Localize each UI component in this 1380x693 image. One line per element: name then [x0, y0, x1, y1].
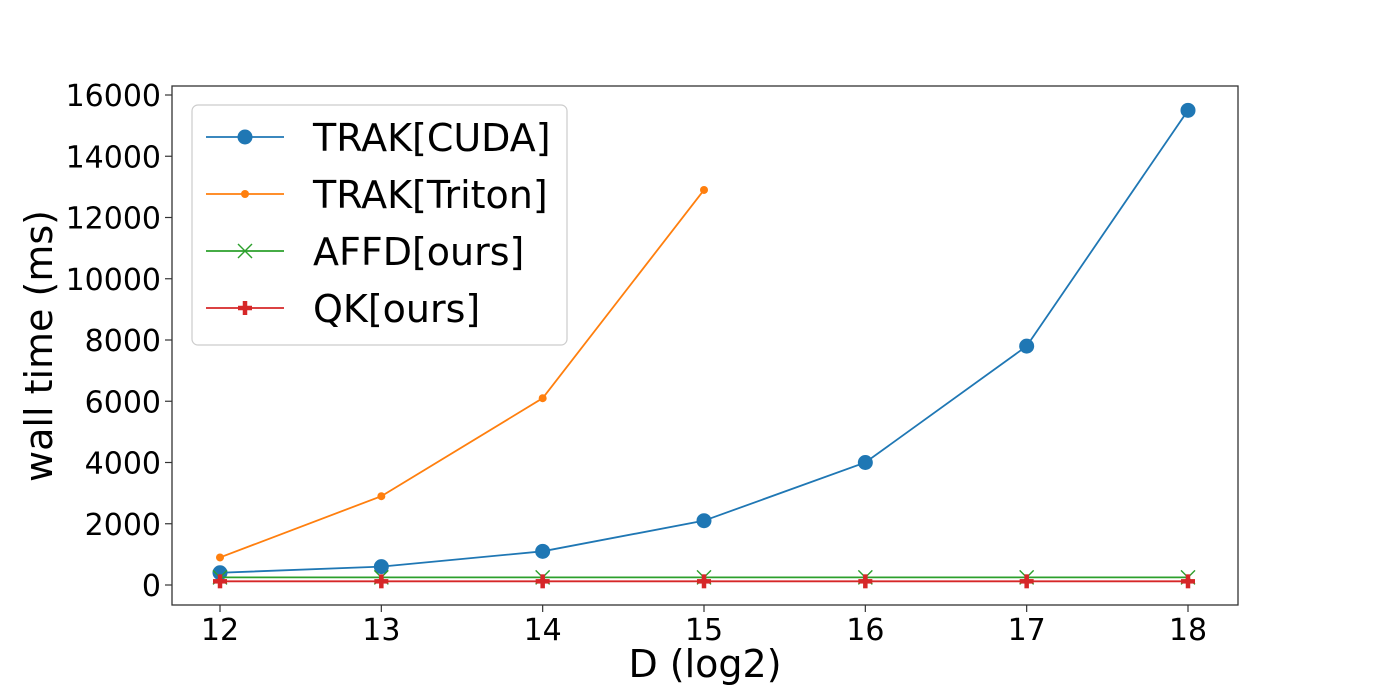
- legend: TRAK[CUDA] TRAK[Triton] AFFD[ours] QK[ours]: [191, 104, 568, 346]
- data-point-marker: [696, 513, 712, 529]
- x-tick-label: 16: [846, 613, 884, 648]
- x-tick-label: 15: [685, 613, 723, 648]
- legend-marker-icon: [241, 190, 249, 198]
- x-tick-label: 18: [1169, 613, 1207, 648]
- x-tick-label: 17: [1008, 613, 1046, 648]
- y-tick-label: 6000: [85, 385, 161, 420]
- data-point-marker: [216, 553, 224, 562]
- series-qk-ours: [213, 574, 1195, 589]
- y-tick-label: 2000: [85, 508, 161, 543]
- data-point-marker: [373, 559, 389, 575]
- legend-label: QK[ours]: [313, 287, 480, 331]
- data-point-marker: [538, 394, 547, 403]
- x-tick-label: 12: [201, 613, 239, 648]
- legend-item: QK[ours]: [206, 287, 480, 331]
- y-tick-label: 16000: [66, 79, 161, 114]
- y-axis-label: wall time (ms): [17, 210, 61, 482]
- legend-box: [191, 104, 568, 346]
- data-point-marker: [213, 574, 227, 589]
- legend-marker-icon: [237, 129, 253, 145]
- y-tick-label: 10000: [66, 263, 161, 298]
- x-axis-label: D (log2): [628, 642, 781, 686]
- legend-label: TRAK[CUDA]: [312, 116, 551, 160]
- series-line: [219, 189, 705, 559]
- data-point-marker: [535, 574, 550, 589]
- data-point-marker: [857, 455, 873, 470]
- series-trak-triton: [216, 185, 708, 562]
- y-tick-label: 12000: [66, 202, 161, 237]
- data-point-marker: [1180, 102, 1196, 118]
- y-tick-label: 8000: [85, 324, 161, 359]
- y-axis-ticks: 0 2000 4000 6000 8000 10000 12000 14000 16000: [66, 79, 172, 604]
- y-tick-label: 14000: [66, 140, 161, 175]
- series-layer: [212, 102, 1196, 589]
- data-point-marker: [1181, 574, 1195, 589]
- legend-item: TRAK[CUDA]: [206, 116, 551, 160]
- legend-label: TRAK[Triton]: [312, 173, 548, 217]
- x-tick-label: 14: [524, 613, 562, 648]
- legend-marker-icon: [238, 301, 252, 315]
- legend-item: AFFD[ours]: [206, 230, 524, 274]
- x-tick-label: 13: [362, 613, 400, 648]
- legend-item: TRAK[Triton]: [206, 173, 548, 217]
- x-axis-ticks: 12 13 14 15 16 17 18: [201, 605, 1207, 648]
- data-point-marker: [697, 574, 711, 589]
- axes-frame: [171, 85, 1239, 606]
- data-point-marker: [535, 543, 551, 559]
- data-point-marker: [374, 574, 389, 589]
- legend-marker-icon: [237, 243, 253, 259]
- data-point-marker: [700, 185, 708, 194]
- y-tick-label: 4000: [85, 447, 161, 482]
- series-trak-cuda: [212, 102, 1196, 581]
- y-tick-label: 0: [142, 569, 161, 604]
- data-point-marker: [1019, 338, 1035, 354]
- data-point-marker: [1019, 574, 1034, 589]
- legend-label: AFFD[ours]: [313, 230, 524, 274]
- data-point-marker: [858, 574, 873, 589]
- data-point-marker: [377, 492, 386, 501]
